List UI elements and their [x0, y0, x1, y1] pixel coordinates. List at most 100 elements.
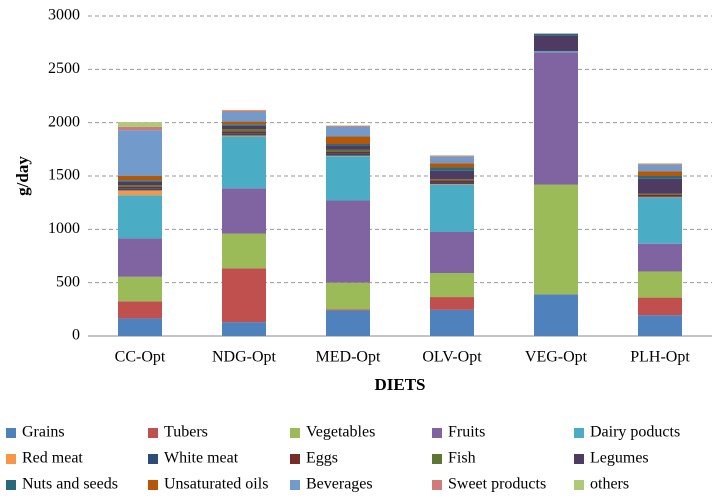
- bar-segment: [326, 153, 370, 156]
- bar-segment: [534, 184, 578, 295]
- bar-segment: [430, 155, 474, 156]
- legend-label: White meat: [164, 450, 239, 467]
- bar-segment: [222, 233, 266, 269]
- legend-label: Tubers: [164, 424, 208, 441]
- bar-segment: [326, 152, 370, 154]
- legend-label: Beverages: [306, 476, 373, 493]
- bar-segment: [222, 131, 266, 134]
- bar-segment: [118, 188, 162, 191]
- bar-segment: [326, 149, 370, 152]
- bar-segment: [430, 156, 474, 164]
- bar-segment: [638, 271, 682, 298]
- legend-label: others: [590, 476, 629, 493]
- bar-segment: [430, 170, 474, 180]
- bar-segment: [534, 51, 578, 53]
- bar-segment: [118, 238, 162, 277]
- bar-segment: [326, 145, 370, 150]
- bar-segment: [638, 171, 682, 176]
- bar-segment: [430, 184, 474, 232]
- bar-segment: [638, 178, 682, 194]
- y-tick-label: 2500: [48, 60, 80, 77]
- y-tick-label: 500: [56, 273, 80, 290]
- bar-segment: [222, 268, 266, 323]
- bar-segment: [222, 110, 266, 112]
- x-tick-label: VEG-Opt: [525, 349, 588, 366]
- bar-segment: [118, 180, 162, 182]
- y-tick-label: 3000: [48, 7, 80, 24]
- bar-segment: [326, 144, 370, 146]
- bar-segment: [638, 163, 682, 164]
- legend-swatch: [6, 428, 16, 438]
- legend-swatch: [148, 454, 158, 464]
- bar-segment: [222, 188, 266, 234]
- bar-segment: [638, 197, 682, 198]
- legend-swatch: [432, 454, 442, 464]
- x-tick-label: PLH-Opt: [630, 349, 690, 366]
- bar-segment: [326, 310, 370, 336]
- legend-label: Legumes: [590, 450, 649, 467]
- bar-segment: [222, 135, 266, 137]
- bar-segment: [430, 155, 474, 157]
- bar-segment: [118, 130, 162, 176]
- y-tick-label: 1000: [48, 220, 80, 237]
- bar-segment: [222, 112, 266, 122]
- bar-segment: [118, 190, 162, 196]
- bar-segment: [118, 181, 162, 186]
- bar-segment: [326, 125, 370, 126]
- bar-segment: [534, 35, 578, 52]
- bar-segment: [222, 322, 266, 336]
- bar-segment: [430, 273, 474, 298]
- legend-swatch: [6, 480, 16, 490]
- bar-segment: [326, 155, 370, 157]
- bar-segment: [118, 176, 162, 181]
- bar-segment: [638, 315, 682, 336]
- bar-segment: [222, 125, 266, 130]
- bar-segment: [430, 232, 474, 274]
- x-tick-label: OLV-Opt: [422, 349, 482, 366]
- legend-label: Vegetables: [306, 424, 375, 441]
- legend-label: Dairy poducts: [590, 424, 680, 441]
- bar-segment: [118, 186, 162, 189]
- legend-swatch: [574, 480, 584, 490]
- bar-segment: [326, 309, 370, 311]
- legend-swatch: [6, 454, 16, 464]
- bar-segment: [534, 33, 578, 36]
- legend-swatch: [290, 428, 300, 438]
- bar-segment: [430, 182, 474, 184]
- legend-swatch: [148, 428, 158, 438]
- bar-segment: [326, 136, 370, 144]
- y-tick-label: 2000: [48, 113, 80, 130]
- x-tick-label: MED-Opt: [316, 349, 381, 366]
- bar-segment: [118, 122, 162, 127]
- bar-segment: [638, 176, 682, 179]
- bar-segment: [222, 124, 266, 126]
- bar-segment: [326, 125, 370, 127]
- bar-segment: [430, 184, 474, 185]
- bar-segment: [638, 297, 682, 316]
- bar-segment: [118, 185, 162, 187]
- legend-label: Fish: [448, 450, 476, 467]
- legend-swatch: [432, 480, 442, 490]
- bar-segment: [118, 301, 162, 319]
- bar-segment: [222, 121, 266, 125]
- bar-segment: [534, 52, 578, 185]
- bar-segment: [638, 197, 682, 244]
- bar-segment: [430, 180, 474, 183]
- bar-segment: [638, 196, 682, 198]
- bar-segment: [430, 309, 474, 336]
- legend-label: Unsaturated oils: [164, 476, 268, 493]
- x-axis-title: DIETS: [374, 375, 425, 394]
- bar-segment: [222, 109, 266, 111]
- legend-swatch: [290, 480, 300, 490]
- x-tick-label: CC-Opt: [115, 349, 166, 366]
- bar-segment: [118, 126, 162, 131]
- legend-swatch: [290, 454, 300, 464]
- bar-segment: [222, 136, 266, 189]
- bar-segment: [638, 194, 682, 197]
- legend-swatch: [148, 480, 158, 490]
- x-tick-label: NDG-Opt: [212, 349, 277, 366]
- bar-segment: [118, 318, 162, 336]
- legend-label: Nuts and seeds: [22, 476, 118, 493]
- bar-segment: [430, 167, 474, 171]
